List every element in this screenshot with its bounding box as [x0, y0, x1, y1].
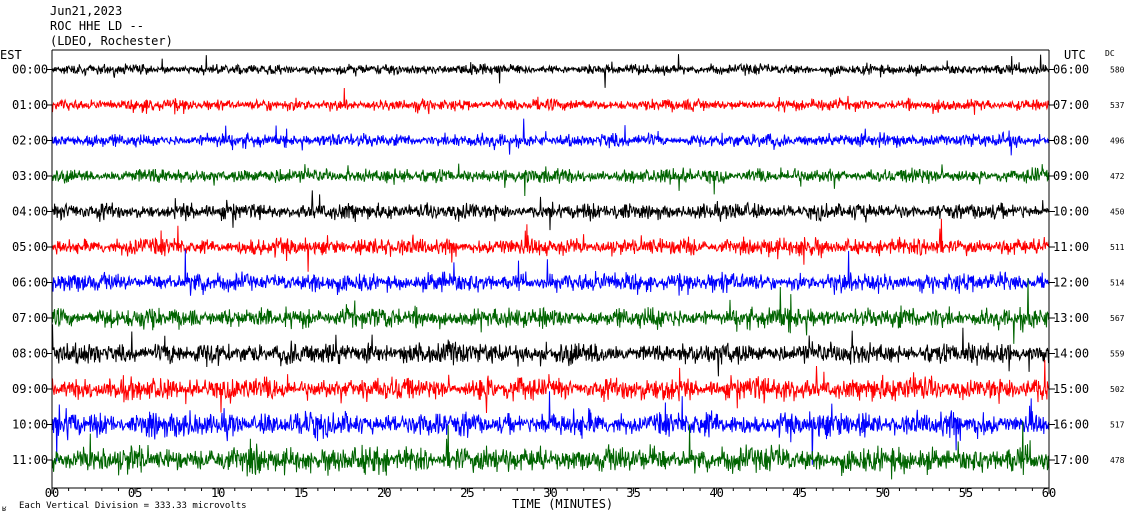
- x-tick-label: 20: [377, 486, 391, 500]
- est-label: 10:00: [12, 418, 48, 432]
- trace-layer: [51, 54, 1050, 480]
- utc-label: 14:00: [1053, 347, 1089, 361]
- dc-value: 478: [1110, 456, 1125, 465]
- x-tick-label: 45: [793, 486, 807, 500]
- utc-label: 10:00: [1053, 205, 1089, 219]
- dc-value: 502: [1110, 385, 1125, 394]
- utc-label: 16:00: [1053, 418, 1089, 432]
- utc-label: 12:00: [1053, 276, 1089, 290]
- utc-label: 13:00: [1053, 311, 1089, 325]
- trace-row-10: [51, 391, 1050, 465]
- dc-value: 580: [1110, 66, 1125, 75]
- trace-row-6: [51, 249, 1050, 296]
- x-axis-label: TIME (MINUTES): [512, 497, 613, 511]
- dc-value: 559: [1110, 350, 1125, 359]
- est-label: 00:00: [12, 63, 48, 77]
- trace-row-3: [51, 163, 1050, 197]
- x-tick-label: 25: [460, 486, 474, 500]
- utc-label: 15:00: [1053, 382, 1089, 396]
- title-line-3: (LDEO, Rochester): [50, 34, 173, 48]
- dc-value: 567: [1110, 314, 1125, 323]
- x-tick-label: 15: [294, 486, 308, 500]
- title-line-1: Jun21,2023: [50, 4, 122, 18]
- dc-value: 496: [1110, 137, 1125, 146]
- utc-label: 09:00: [1053, 169, 1089, 183]
- dc-value: 450: [1110, 208, 1125, 217]
- x-tick-label: 40: [709, 486, 723, 500]
- est-label: 04:00: [12, 205, 48, 219]
- x-tick-label: 00: [45, 486, 59, 500]
- x-tick-label: 10: [211, 486, 225, 500]
- utc-label: 17:00: [1053, 453, 1089, 467]
- utc-axis-label: UTC: [1064, 48, 1086, 62]
- trace-row-4: [51, 190, 1050, 231]
- dc-value: 511: [1110, 243, 1125, 252]
- trace-row-0: [52, 54, 1050, 88]
- x-tick-label: 55: [959, 486, 973, 500]
- label-layer: Jun21,2023 ROC HHE LD -- (LDEO, Rocheste…: [0, 4, 1115, 513]
- utc-label: 06:00: [1053, 63, 1089, 77]
- trace-row-8: [51, 324, 1050, 377]
- est-label: 01:00: [12, 98, 48, 112]
- x-tick-label: 35: [626, 486, 640, 500]
- trace-row-1: [51, 87, 1050, 115]
- est-label: 06:00: [12, 276, 48, 290]
- corner-mark: ʁ: [2, 504, 7, 513]
- utc-label: 08:00: [1053, 134, 1089, 148]
- est-label: 11:00: [12, 453, 48, 467]
- dc-value: 472: [1110, 172, 1125, 181]
- trace-row-2: [51, 118, 1050, 156]
- est-label: 09:00: [12, 382, 48, 396]
- trace-row-5: [51, 218, 1050, 272]
- dc-label: DC: [1105, 49, 1115, 58]
- x-tick-layer: 00 05 10 15 20 25 30 35 40 45 50 55 60: [45, 486, 1056, 500]
- est-label: 07:00: [12, 311, 48, 325]
- est-label: 08:00: [12, 347, 48, 361]
- trace-row-9: [51, 359, 1050, 414]
- dc-value: 517: [1110, 421, 1125, 430]
- title-line-2: ROC HHE LD --: [50, 19, 144, 33]
- x-tick-label: 50: [876, 486, 890, 500]
- x-tick-label: 60: [1042, 486, 1056, 500]
- trace-row-7: [51, 277, 1050, 344]
- est-axis-label: EST: [0, 48, 22, 62]
- est-label: 02:00: [12, 134, 48, 148]
- row-label-layer: 00:00 06:00 580 01:00 07:00 537 02:00 08:00 496 0…: [12, 63, 1125, 468]
- dc-value: 514: [1110, 279, 1125, 288]
- dc-value: 537: [1110, 101, 1125, 110]
- utc-label: 07:00: [1053, 98, 1089, 112]
- x-tick-label: 30: [543, 486, 557, 500]
- utc-label: 11:00: [1053, 240, 1089, 254]
- x-tick-label: 05: [128, 486, 142, 500]
- footnote: Each Vertical Division = 333.33 microvol…: [19, 501, 247, 511]
- est-label: 03:00: [12, 169, 48, 183]
- trace-row-11: [51, 421, 1050, 480]
- est-label: 05:00: [12, 240, 48, 254]
